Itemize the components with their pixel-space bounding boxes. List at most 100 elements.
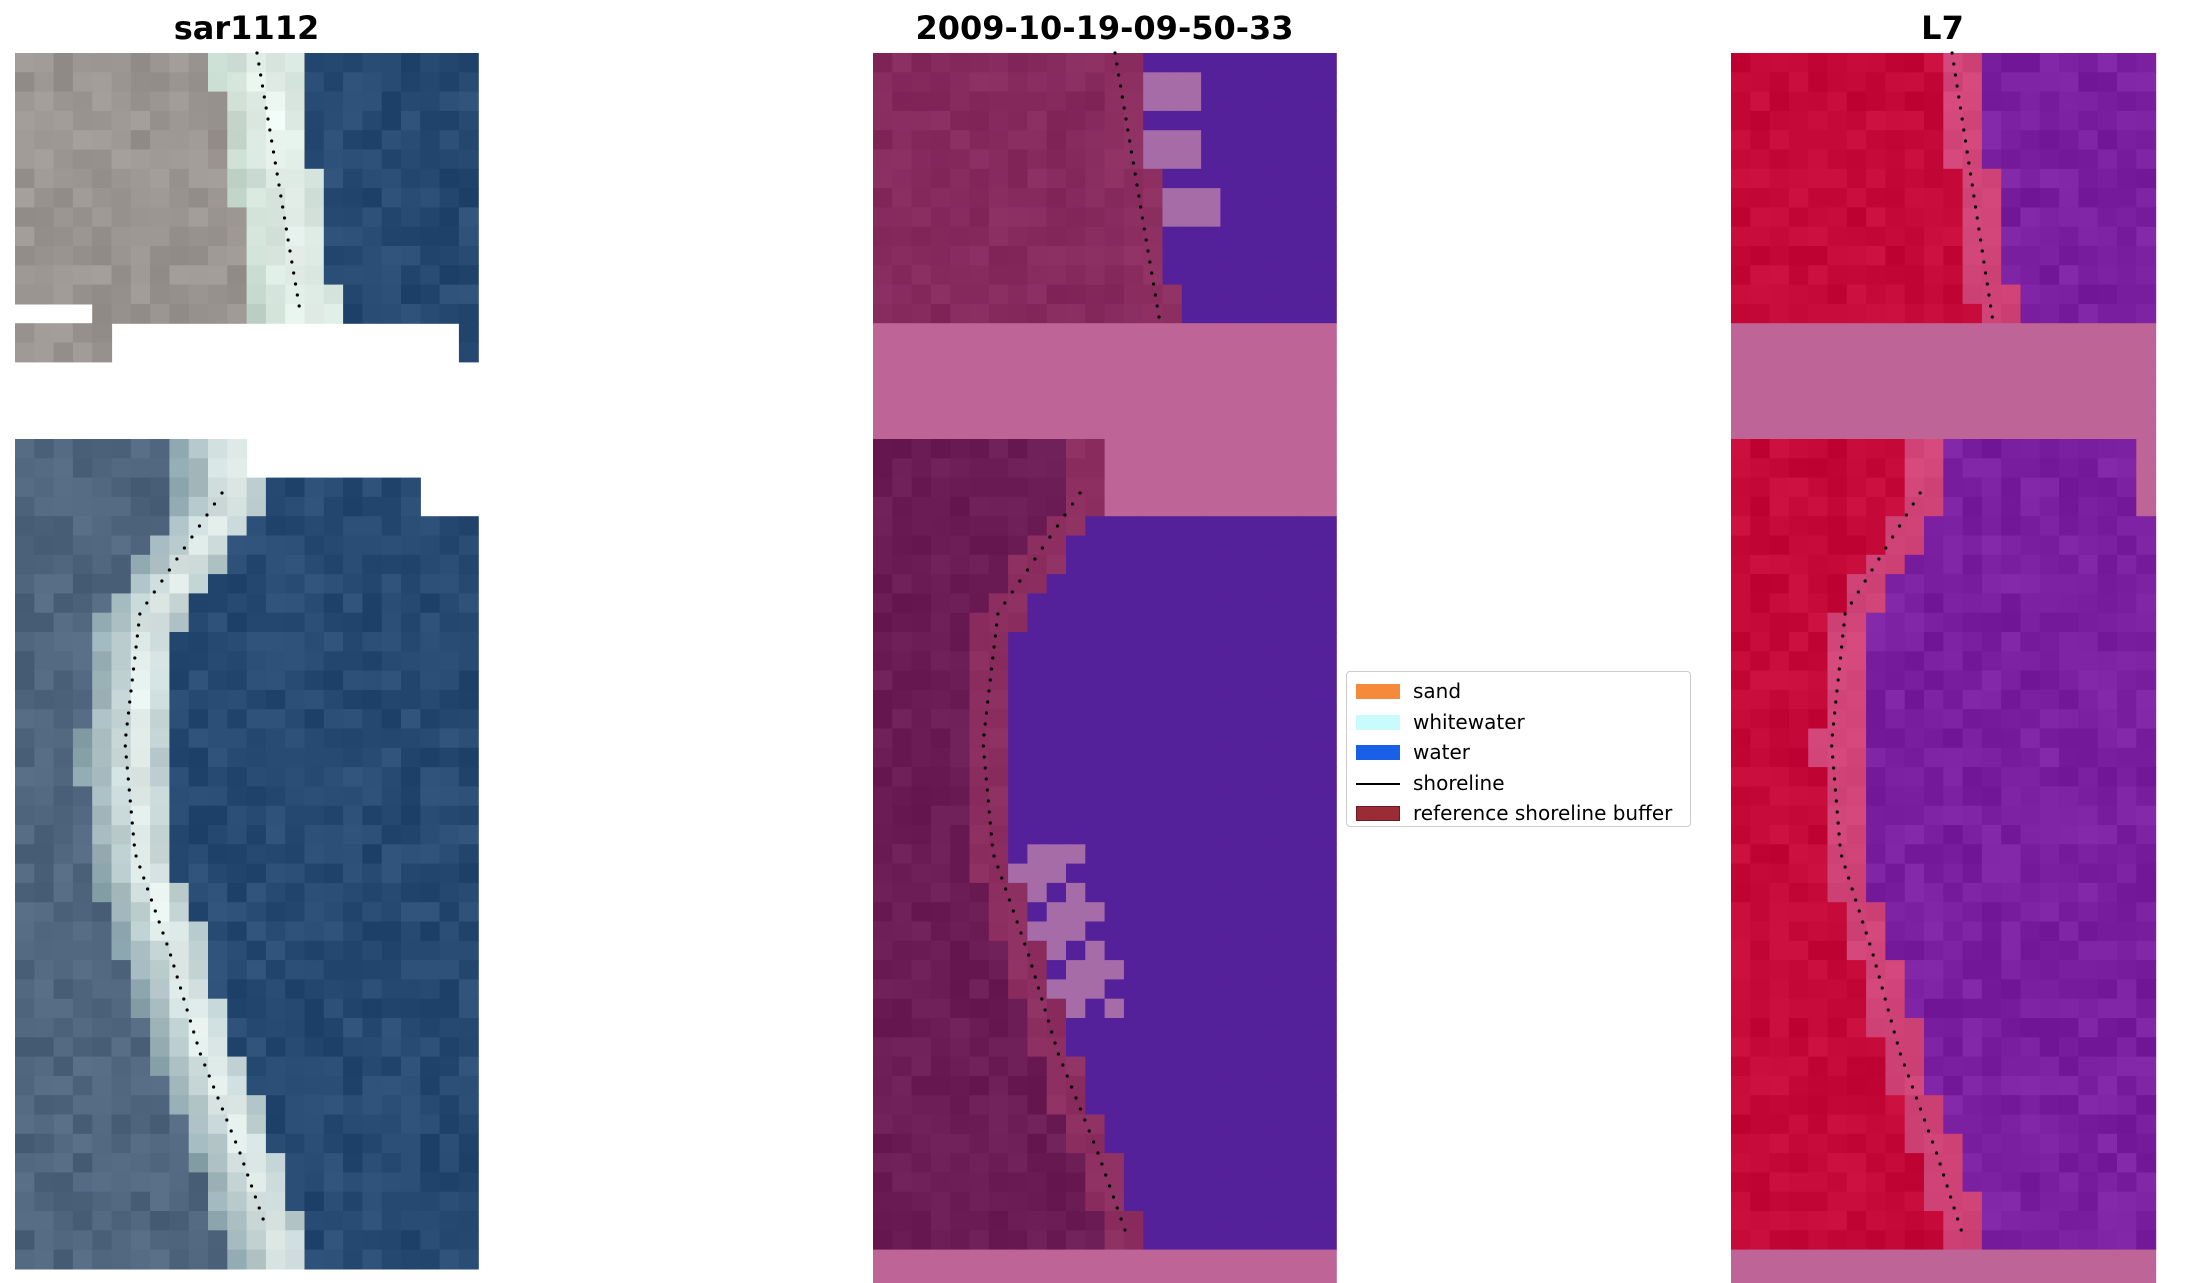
rgb-pixel	[381, 149, 402, 170]
class-pixel	[1181, 400, 1202, 421]
class-pixel	[1143, 574, 1164, 594]
index-pixel	[2001, 1268, 2022, 1283]
class-pixel	[892, 419, 913, 440]
index-pixel	[2078, 1153, 2099, 1173]
class-pixel	[1046, 1249, 1067, 1270]
rgb-pixel	[304, 998, 325, 1019]
class-pixel	[1085, 612, 1106, 633]
rgb-pixel	[227, 226, 248, 247]
index-pixel	[1788, 226, 1809, 247]
index-pixel	[1750, 458, 1771, 479]
rgb-pixel	[111, 496, 132, 517]
rgb-pixel	[150, 998, 170, 1019]
rgb-pixel	[362, 188, 383, 208]
class-pixel	[1181, 168, 1202, 189]
rgb-pixel	[111, 574, 132, 594]
class-pixel	[930, 496, 951, 517]
rgb-pixel	[111, 91, 132, 112]
rgb-pixel	[227, 535, 248, 556]
rgb-pixel	[304, 1037, 325, 1058]
class-pixel	[988, 632, 1009, 652]
class-pixel	[1297, 1191, 1318, 1212]
class-pixel	[1220, 825, 1241, 845]
index-pixel	[2020, 53, 2041, 73]
index-pixel	[1769, 612, 1790, 633]
class-pixel	[1008, 1018, 1028, 1038]
rgb-pixel	[208, 825, 228, 845]
index-pixel	[1981, 1191, 2002, 1212]
rgb-pixel	[169, 91, 190, 112]
rgb-pixel	[72, 651, 93, 672]
class-pixel	[1201, 1056, 1221, 1077]
class-pixel	[1278, 439, 1299, 459]
class-pixel	[1259, 207, 1279, 228]
rgb-pixel	[304, 863, 325, 884]
rgb-pixel	[188, 689, 209, 710]
shoreline-dot	[182, 997, 186, 1001]
rgb-pixel	[323, 303, 344, 324]
rgb-pixel	[458, 149, 479, 170]
rgb-pixel	[381, 477, 402, 498]
class-pixel	[950, 1095, 971, 1116]
class-pixel	[1123, 1018, 1144, 1038]
index-pixel	[1904, 998, 1925, 1019]
index-pixel	[1827, 1114, 1848, 1135]
rgb-pixel	[285, 149, 306, 170]
rgb-pixel	[227, 246, 248, 266]
rgb-pixel	[208, 979, 228, 1000]
rgb-pixel	[265, 844, 286, 865]
class-pixel	[1316, 458, 1337, 479]
index-pixel	[1924, 805, 1944, 826]
class-pixel	[1123, 284, 1144, 305]
class-pixel	[988, 902, 1009, 923]
index-pixel	[2001, 535, 2022, 556]
index-pixel	[1808, 1191, 1829, 1212]
shoreline-dot	[1063, 513, 1067, 517]
index-pixel	[2001, 1075, 2022, 1096]
index-pixel	[1943, 651, 1964, 672]
rgb-pixel	[420, 882, 441, 903]
class-pixel	[950, 612, 971, 633]
class-pixel	[969, 882, 990, 903]
shoreline-dot	[286, 238, 290, 242]
class-pixel	[1066, 1211, 1086, 1231]
index-pixel	[1731, 207, 1751, 228]
index-pixel	[1885, 1133, 1906, 1154]
rgb-pixel	[53, 747, 74, 768]
rgb-pixel	[111, 110, 132, 131]
index-pixel	[2020, 786, 2041, 807]
rgb-pixel	[111, 53, 132, 73]
index-pixel	[2136, 168, 2157, 189]
index-pixel	[2097, 689, 2118, 710]
rgb-pixel	[188, 458, 209, 479]
shoreline-dot	[182, 546, 187, 550]
class-pixel	[1027, 1230, 1048, 1251]
index-pixel	[1943, 786, 1964, 807]
class-pixel	[911, 1075, 932, 1096]
rgb-pixel	[92, 844, 113, 865]
rgb-pixel	[150, 651, 170, 672]
rgb-pixel	[246, 574, 267, 594]
class-pixel	[930, 226, 951, 247]
index-pixel	[2001, 381, 2022, 401]
index-pixel	[1788, 1114, 1809, 1135]
class-pixel	[1297, 342, 1318, 363]
index-pixel	[2001, 1153, 2022, 1173]
rgb-pixel	[227, 284, 248, 305]
rgb-pixel	[304, 1230, 325, 1251]
shoreline-dot	[1985, 282, 1989, 286]
rgb-pixel	[265, 921, 286, 942]
index-pixel	[2117, 574, 2137, 594]
index-pixel	[1924, 998, 1944, 1019]
rgb-pixel	[285, 612, 306, 633]
index-pixel	[1846, 207, 1867, 228]
index-pixel	[1943, 1172, 1964, 1193]
class-pixel	[1143, 747, 1164, 768]
index-pixel	[1731, 1018, 1751, 1038]
index-pixel	[2039, 168, 2060, 189]
rgb-pixel	[362, 554, 383, 575]
class-pixel	[873, 1153, 893, 1173]
index-pixel	[1846, 458, 1867, 479]
class-pixel	[1297, 72, 1318, 93]
index-pixel	[1731, 1095, 1751, 1116]
